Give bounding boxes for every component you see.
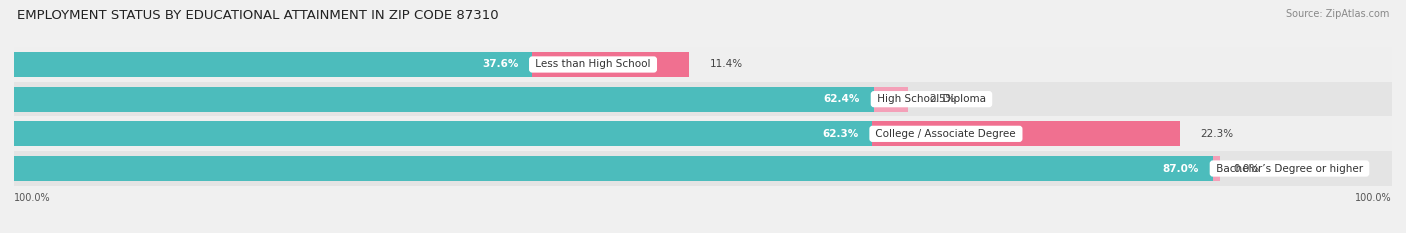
Bar	[875, 87, 908, 112]
Text: Bachelor’s Degree or higher: Bachelor’s Degree or higher	[1213, 164, 1367, 174]
Text: 62.3%: 62.3%	[823, 129, 859, 139]
Bar	[14, 82, 1392, 116]
Text: 37.6%: 37.6%	[482, 59, 519, 69]
Text: 100.0%: 100.0%	[1355, 193, 1392, 203]
Text: EMPLOYMENT STATUS BY EDUCATIONAL ATTAINMENT IN ZIP CODE 87310: EMPLOYMENT STATUS BY EDUCATIONAL ATTAINM…	[17, 9, 499, 22]
Bar	[14, 121, 873, 146]
Text: 2.5%: 2.5%	[929, 94, 956, 104]
Text: Source: ZipAtlas.com: Source: ZipAtlas.com	[1285, 9, 1389, 19]
Bar	[14, 47, 1392, 82]
Bar	[14, 151, 1392, 186]
Text: Less than High School: Less than High School	[531, 59, 654, 69]
Text: 100.0%: 100.0%	[14, 193, 51, 203]
Bar	[14, 52, 531, 77]
Bar	[14, 116, 1392, 151]
Text: 11.4%: 11.4%	[710, 59, 742, 69]
Text: 22.3%: 22.3%	[1201, 129, 1233, 139]
Bar	[1213, 156, 1220, 181]
Text: High School Diploma: High School Diploma	[875, 94, 988, 104]
Bar	[873, 121, 1180, 146]
Bar	[14, 87, 875, 112]
Text: 62.4%: 62.4%	[824, 94, 860, 104]
Text: 87.0%: 87.0%	[1163, 164, 1199, 174]
Bar	[531, 52, 689, 77]
Bar	[14, 156, 1213, 181]
Text: College / Associate Degree: College / Associate Degree	[873, 129, 1019, 139]
Text: 0.0%: 0.0%	[1233, 164, 1260, 174]
